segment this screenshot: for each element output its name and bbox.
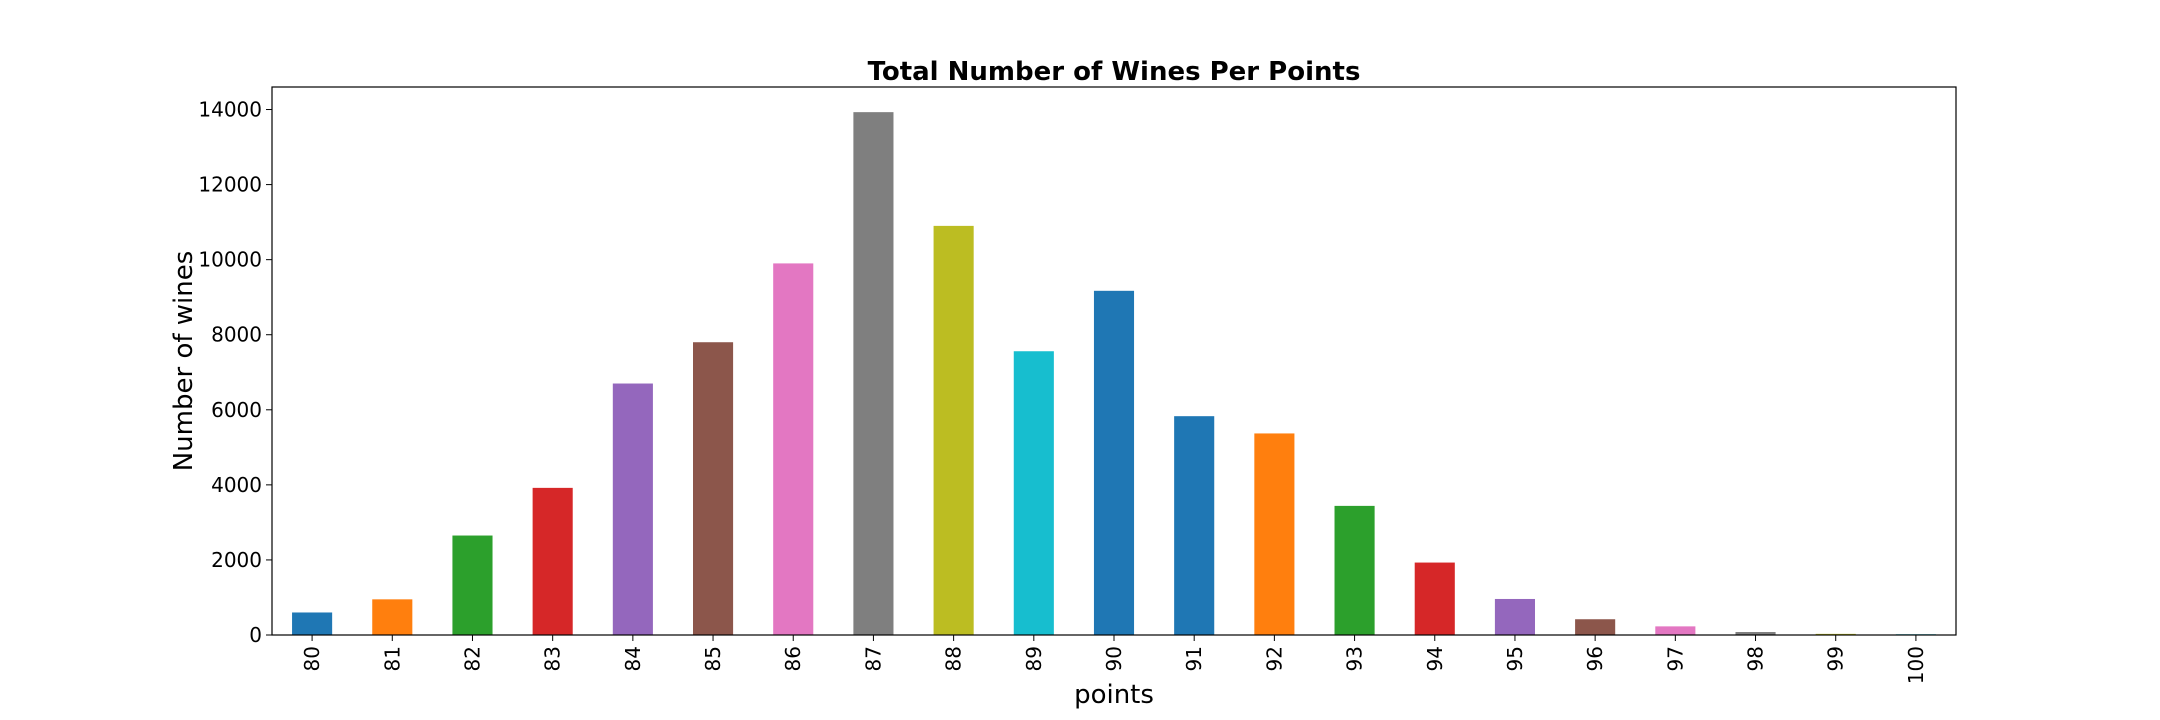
x-tick-label: 92	[1262, 646, 1286, 671]
y-tick-label: 2000	[211, 548, 262, 572]
chart-title: Total Number of Wines Per Points	[868, 57, 1361, 87]
bar-98	[1735, 632, 1776, 635]
y-tick-label: 12000	[198, 173, 262, 197]
bar-89	[1013, 351, 1054, 635]
bars-group	[292, 112, 1936, 635]
y-tick-label: 4000	[211, 473, 262, 497]
bar-95	[1494, 598, 1535, 635]
bar-94	[1414, 562, 1455, 635]
x-axis: 80 81 82 83 84 85 86 87 88 89 90 91 92 93 94 95 96 97 98 99…	[300, 635, 1928, 684]
bar-93	[1334, 505, 1375, 635]
x-tick-label: 96	[1583, 646, 1607, 671]
x-tick-label: 97	[1663, 646, 1687, 671]
x-tick-label: 87	[861, 646, 885, 671]
x-tick-label: 95	[1503, 646, 1527, 671]
bar-86	[773, 263, 814, 635]
x-axis-label: points	[1074, 680, 1154, 710]
bar-87	[853, 112, 894, 635]
y-tick-label: 10000	[198, 248, 262, 272]
x-tick-label: 83	[541, 646, 565, 671]
x-tick-label: 94	[1423, 646, 1447, 671]
bar-90	[1093, 290, 1135, 635]
bar-82	[452, 535, 493, 635]
x-tick-label: 85	[701, 646, 725, 671]
x-tick-label: 86	[781, 646, 805, 671]
bar-84	[612, 383, 653, 635]
x-tick-label: 89	[1022, 646, 1046, 671]
y-tick-label: 8000	[211, 323, 262, 347]
bar-96	[1575, 619, 1616, 635]
y-tick-label: 6000	[211, 398, 262, 422]
x-tick-label: 88	[942, 646, 966, 671]
x-tick-label: 98	[1744, 646, 1768, 671]
bar-85	[693, 342, 734, 635]
bar-91	[1174, 416, 1215, 635]
bar-81	[372, 599, 413, 635]
bar-83	[532, 487, 573, 635]
x-tick-label: 81	[380, 646, 404, 671]
x-tick-label: 80	[300, 646, 324, 671]
bar-97	[1655, 626, 1696, 635]
y-axis: 0 2000 4000 6000 8000 10000 12000 14000	[198, 98, 272, 647]
x-tick-label: 93	[1343, 646, 1367, 671]
y-tick-label: 14000	[198, 98, 262, 122]
x-tick-label: 82	[460, 646, 484, 671]
x-tick-label: 91	[1182, 646, 1206, 671]
x-tick-label: 84	[621, 646, 645, 671]
bar-88	[933, 225, 974, 635]
x-tick-label: 99	[1824, 646, 1848, 671]
bar-80	[292, 612, 333, 635]
y-tick-label: 0	[249, 623, 262, 647]
x-tick-label: 100	[1904, 646, 1928, 684]
y-axis-label: Number of wines	[169, 251, 199, 472]
x-tick-label: 90	[1102, 646, 1126, 671]
bar-92	[1254, 433, 1295, 635]
